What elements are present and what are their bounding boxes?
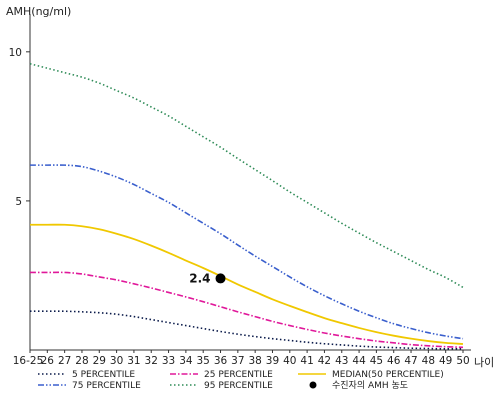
x-axis-title: 나이 <box>474 356 494 369</box>
x-tick-label: 26 <box>41 355 55 367</box>
x-tick-label: 32 <box>145 355 158 367</box>
x-tick-label: 16-25 <box>13 355 44 367</box>
y-axis-title: AMH(ng/ml) <box>6 5 71 18</box>
patient-amh-value-label: 2.4 <box>189 271 210 285</box>
x-tick-label: 49 <box>439 355 452 367</box>
x-tick-label: 48 <box>422 355 435 367</box>
series-line-75-percentile <box>30 164 464 340</box>
x-tick-label: 50 <box>456 355 469 367</box>
legend-label: MEDIAN(50 PERCENTILE) <box>332 370 444 380</box>
x-tick-label: 30 <box>110 355 123 367</box>
x-tick-label: 35 <box>197 355 210 367</box>
x-tick-label: 31 <box>127 355 140 367</box>
legend-label: 25 PERCENTILE <box>204 370 273 380</box>
legend: 5 PERCENTILE 25 PERCENTILE MEDIAN(50 PERCE… <box>38 370 444 391</box>
series-line-5-percentile <box>30 310 464 350</box>
legend-marker-label: 수진자의 AMH 농도 <box>332 380 408 391</box>
x-tick-label: 45 <box>370 355 383 367</box>
x-tick-label: 28 <box>75 355 88 367</box>
series-line-median-50-percentile <box>30 223 464 345</box>
legend-marker-swatch <box>309 381 317 389</box>
x-tick-label: 40 <box>283 355 296 367</box>
x-tick-label: 47 <box>404 355 417 367</box>
patient-amh-marker <box>215 273 226 284</box>
x-tick-label: 37 <box>231 355 244 367</box>
series-line-25-percentile <box>30 271 464 349</box>
x-tick-label: 34 <box>179 355 193 367</box>
y-ticks: 5 10 <box>9 47 30 208</box>
x-tick-label: 36 <box>214 355 228 367</box>
y-tick-label: 10 <box>9 47 22 59</box>
legend-label: 5 PERCENTILE <box>72 370 135 380</box>
x-tick-label: 38 <box>248 355 261 367</box>
legend-label: 95 PERCENTILE <box>204 381 273 391</box>
marker-layer: 2.4 <box>189 271 226 285</box>
x-tick-label: 33 <box>162 355 175 367</box>
series-line-95-percentile <box>29 62 464 289</box>
x-tick-label: 43 <box>335 355 348 367</box>
y-tick-label: 5 <box>15 196 22 208</box>
x-tick-label: 46 <box>387 355 401 367</box>
x-tick-label: 41 <box>300 355 313 367</box>
legend-label: 75 PERCENTILE <box>72 381 141 391</box>
x-tick-label: 39 <box>266 355 279 367</box>
axes <box>29 14 471 351</box>
series-lines <box>29 62 464 350</box>
x-tick-label: 44 <box>352 355 366 367</box>
x-tick-label: 42 <box>318 355 331 367</box>
x-tick-label: 29 <box>93 355 106 367</box>
x-tick-label: 27 <box>58 355 71 367</box>
